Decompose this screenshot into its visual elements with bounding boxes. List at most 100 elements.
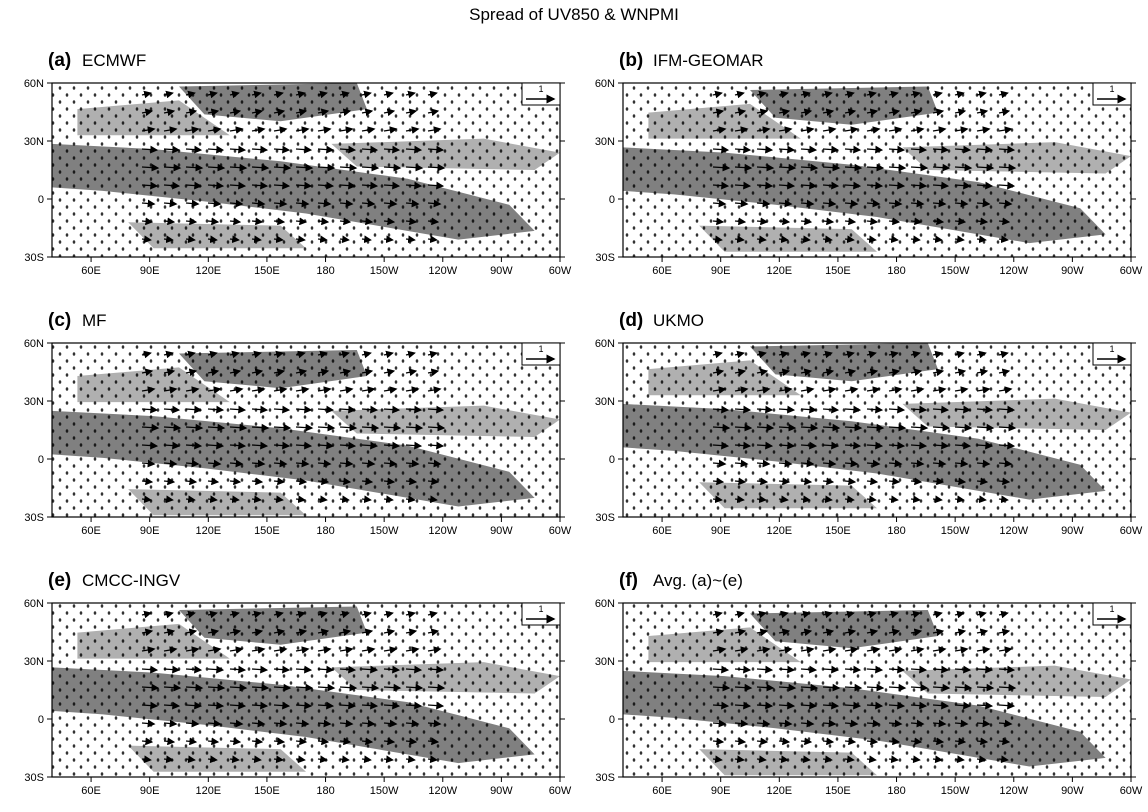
wind-arrow xyxy=(844,477,857,486)
wind-arrow xyxy=(954,386,969,394)
lon-tick-label: 60E xyxy=(652,265,672,277)
wind-arrow xyxy=(383,459,398,468)
wind-arrow xyxy=(251,701,269,710)
wind-arrow xyxy=(910,737,923,746)
lon-tick-label: 120W xyxy=(999,265,1028,277)
wind-arrow xyxy=(251,126,266,134)
wind-arrow xyxy=(207,386,222,394)
wind-arrow xyxy=(712,683,731,692)
wind-arrow xyxy=(712,368,725,377)
wind-arrow xyxy=(427,441,445,450)
lon-tick-label: 150W xyxy=(941,525,970,537)
wind-arrow xyxy=(822,368,835,377)
wind-arrow xyxy=(888,701,906,710)
wind-arrow xyxy=(383,610,394,619)
wind-arrow xyxy=(229,737,242,746)
wind-arrow xyxy=(998,701,1016,710)
wind-arrow xyxy=(185,701,203,710)
lat-tick-label: 30S xyxy=(595,252,615,264)
wind-arrow xyxy=(976,163,995,172)
map-frame xyxy=(51,82,561,258)
lon-tick-label: 90W xyxy=(1061,525,1084,537)
wind-arrow xyxy=(932,217,945,226)
wind-arrow xyxy=(383,423,402,432)
wind-arrow xyxy=(756,755,767,764)
wind-arrow xyxy=(910,126,925,134)
wind-arrow xyxy=(844,701,862,710)
wind-arrow xyxy=(141,628,154,637)
wind-arrow xyxy=(822,350,833,359)
wind-arrow xyxy=(229,495,240,504)
wind-arrow xyxy=(163,459,178,468)
wind-arrow xyxy=(800,199,815,208)
lon-tick-label: 180 xyxy=(887,265,905,277)
wind-arrow xyxy=(998,217,1011,226)
lat-tick-label: 30S xyxy=(595,772,615,784)
wind-arrow xyxy=(976,386,991,394)
wind-arrow xyxy=(361,646,376,654)
wind-arrow xyxy=(361,90,372,99)
wind-arrow xyxy=(998,90,1009,99)
wind-arrow xyxy=(229,199,244,208)
wind-arrow xyxy=(207,217,220,226)
wind-arrow xyxy=(141,163,160,172)
wind-arrow xyxy=(295,477,308,486)
wind-arrow xyxy=(295,350,306,359)
wind-arrow xyxy=(405,405,423,414)
wind-arrow xyxy=(976,199,991,208)
wind-arrow xyxy=(734,405,752,414)
lon-tick-label: 120E xyxy=(766,265,792,277)
wind-arrow xyxy=(734,646,749,654)
wind-arrow xyxy=(273,90,284,99)
lon-tick-label: 90E xyxy=(140,785,160,797)
wind-arrow xyxy=(800,610,811,619)
wind-arrow xyxy=(273,386,288,394)
panel-name: UKMO xyxy=(653,311,704,330)
wind-arrow xyxy=(163,235,174,244)
wind-arrow xyxy=(207,737,220,746)
wind-arrow xyxy=(163,163,182,172)
wind-arrow xyxy=(163,628,176,637)
wind-arrow xyxy=(976,217,989,226)
wind-arrow xyxy=(295,405,313,414)
wind-arrow xyxy=(273,145,291,154)
wind-arrow xyxy=(954,423,973,432)
wind-arrow xyxy=(185,90,196,99)
wind-arrow xyxy=(229,386,244,394)
wind-arrow xyxy=(273,368,286,377)
wind-arrow xyxy=(361,441,379,450)
wind-arrow xyxy=(822,683,841,692)
wind-arrow xyxy=(251,108,264,117)
wind-arrow xyxy=(163,719,178,728)
wind-arrow xyxy=(141,90,152,99)
wind-arrow xyxy=(844,610,855,619)
wind-arrow xyxy=(976,441,994,450)
wind-arrow xyxy=(822,163,841,172)
wind-arrow xyxy=(800,459,815,468)
wind-arrow xyxy=(998,181,1016,190)
wind-arrow xyxy=(888,477,901,486)
wind-arrow xyxy=(207,199,222,208)
wind-arrow xyxy=(339,217,352,226)
wind-arrow xyxy=(800,755,811,764)
wind-arrow xyxy=(888,719,903,728)
wind-arrow xyxy=(317,126,332,134)
wind-arrow xyxy=(888,217,901,226)
lat-tick-label: 30N xyxy=(595,656,615,668)
wind-arrow xyxy=(778,368,791,377)
wind-arrow xyxy=(427,145,445,154)
wind-arrow xyxy=(361,235,372,244)
wind-arrow xyxy=(888,737,901,746)
wind-arrow xyxy=(141,181,159,190)
wind-arrow xyxy=(317,495,328,504)
wind-arrow xyxy=(844,737,857,746)
wind-arrow xyxy=(800,386,815,394)
lat-tick-label: 30N xyxy=(24,396,44,408)
wind-arrow xyxy=(932,108,945,117)
wind-arrow xyxy=(866,610,877,619)
wind-arrow xyxy=(734,108,747,117)
wind-arrow xyxy=(954,350,965,359)
wind-arrow xyxy=(141,108,154,117)
wind-arrow xyxy=(427,368,440,377)
wind-arrow xyxy=(163,90,174,99)
